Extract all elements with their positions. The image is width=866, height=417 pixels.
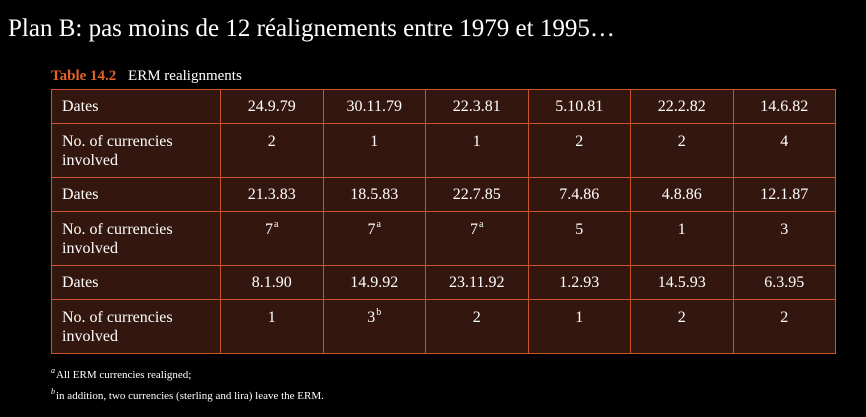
table-row-currencies: No. of currencies involved 2 1 1 2 2 4 (51, 123, 836, 178)
currency-count-value: 7 (265, 221, 274, 238)
footnote-marker: a (376, 219, 381, 230)
currency-count-cell: 7a (220, 211, 324, 266)
currency-count-value: 7 (470, 221, 479, 238)
table-row-dates: Dates 21.3.83 18.5.83 22.7.85 7.4.86 4.8.86 12… (51, 177, 836, 212)
realignment-date-cell: 14.5.93 (630, 265, 734, 300)
table-row-currencies: No. of currencies involved 1 3b 2 1 2 2 (51, 299, 836, 354)
table-caption: Table 14.2 ERM realignments (51, 67, 242, 85)
footnote-a-text: All ERM currencies realigned; (56, 369, 192, 381)
currency-count-cell: 1 (220, 299, 324, 354)
currency-count-cell: 1 (425, 123, 529, 178)
currency-count-cell: 7a (425, 211, 529, 266)
table-row-currencies: No. of currencies involved 7a 7a 7a 5 1 3 (51, 211, 836, 266)
realignment-date-cell: 30.11.79 (322, 89, 426, 124)
realignment-date-cell: 21.3.83 (220, 177, 324, 212)
currency-count-value: 2 (575, 133, 584, 150)
row-label-dates: Dates (51, 265, 221, 300)
table-caption-text: ERM realignments (128, 68, 242, 84)
footnote-a-mark: a (51, 366, 55, 375)
currency-count-cell: 2 (630, 299, 734, 354)
currency-count-value: 1 (267, 309, 276, 326)
realignment-date-cell: 8.1.90 (220, 265, 324, 300)
currency-count-cell: 2 (732, 299, 836, 354)
currency-count-cell: 7a (322, 211, 426, 266)
realignment-date-cell: 14.9.92 (322, 265, 426, 300)
currency-count-cell: 2 (220, 123, 324, 178)
currency-count-cell: 2 (630, 123, 734, 178)
realignment-date-cell: 5.10.81 (527, 89, 631, 124)
realignment-date-cell: 22.3.81 (425, 89, 529, 124)
currency-count-value: 2 (677, 133, 686, 150)
erm-table-body: Dates 24.9.79 30.11.79 22.3.81 5.10.81 22.2.8… (51, 89, 836, 354)
row-label-currencies: No. of currencies involved (51, 211, 221, 266)
realignment-date-cell: 7.4.86 (527, 177, 631, 212)
currency-count-cell: 2 (425, 299, 529, 354)
currency-count-value: 7 (367, 221, 376, 238)
currency-count-value: 1 (370, 133, 379, 150)
footnote-b-mark: b (51, 387, 55, 396)
footnote-marker: a (274, 219, 279, 230)
footnote-marker: a (479, 219, 484, 230)
realignment-date-cell: 6.3.95 (732, 265, 836, 300)
realignment-date-cell: 22.7.85 (425, 177, 529, 212)
footnote-b: bin addition, two currencies (sterling a… (51, 385, 324, 403)
row-label-currencies: No. of currencies involved (51, 299, 221, 354)
realignment-date-cell: 12.1.87 (732, 177, 836, 212)
currency-count-cell: 1 (527, 299, 631, 354)
table-number: Table 14.2 (51, 68, 117, 84)
footnote-b-text: in addition, two currencies (sterling an… (56, 390, 324, 402)
realignment-date-cell: 4.8.86 (630, 177, 734, 212)
currency-count-cell: 5 (527, 211, 631, 266)
realignment-date-cell: 1.2.93 (527, 265, 631, 300)
footnote-a: aAll ERM currencies realigned; (51, 364, 191, 382)
row-label-dates: Dates (51, 177, 221, 212)
currency-count-cell: 1 (630, 211, 734, 266)
currency-count-cell: 3b (322, 299, 426, 354)
currency-count-value: 2 (677, 309, 686, 326)
realignment-date-cell: 22.2.82 (630, 89, 734, 124)
slide-title: Plan B: pas moins de 12 réalignements en… (8, 15, 615, 42)
realignment-date-cell: 14.6.82 (732, 89, 836, 124)
erm-realignments-table: Dates 24.9.79 30.11.79 22.3.81 5.10.81 22.2.8… (51, 89, 836, 354)
currency-count-cell: 3 (732, 211, 836, 266)
currency-count-value: 1 (575, 309, 584, 326)
realignment-date-cell: 24.9.79 (220, 89, 324, 124)
realignment-date-cell: 18.5.83 (322, 177, 426, 212)
table-row-dates: Dates 8.1.90 14.9.92 23.11.92 1.2.93 14.5.93 6… (51, 265, 836, 300)
currency-count-value: 1 (472, 133, 481, 150)
currency-count-value: 2 (780, 309, 789, 326)
table-row-dates: Dates 24.9.79 30.11.79 22.3.81 5.10.81 22.2.8… (51, 89, 836, 124)
row-label-currencies: No. of currencies involved (51, 123, 221, 178)
footnote-marker: b (376, 307, 382, 318)
currency-count-value: 4 (780, 133, 789, 150)
currency-count-value: 3 (367, 309, 376, 326)
row-label-dates: Dates (51, 89, 221, 124)
currency-count-value: 3 (780, 221, 789, 238)
currency-count-cell: 4 (732, 123, 836, 178)
currency-count-value: 2 (267, 133, 276, 150)
currency-count-value: 5 (575, 221, 584, 238)
realignment-date-cell: 23.11.92 (425, 265, 529, 300)
currency-count-value: 2 (472, 309, 481, 326)
currency-count-cell: 1 (322, 123, 426, 178)
currency-count-value: 1 (677, 221, 686, 238)
currency-count-cell: 2 (527, 123, 631, 178)
